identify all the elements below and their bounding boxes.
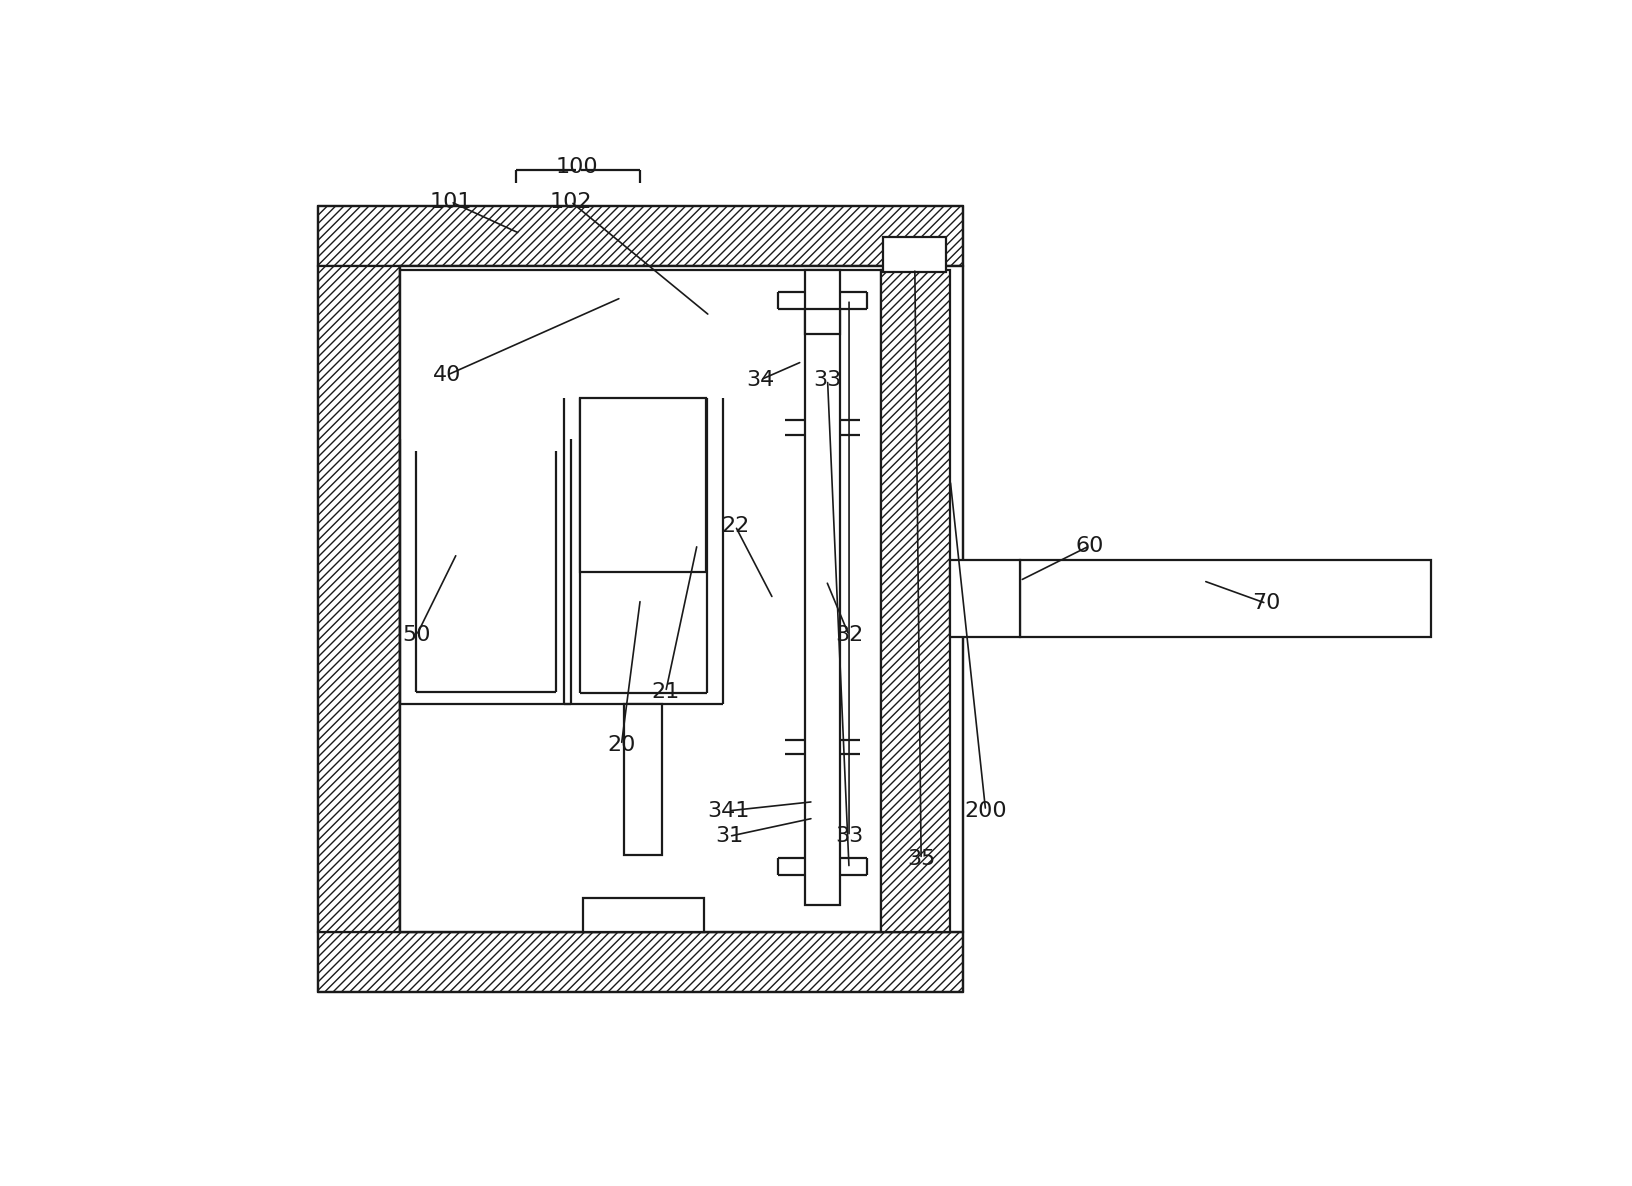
Text: 33: 33 xyxy=(813,370,842,390)
Bar xyxy=(400,266,963,932)
Text: 20: 20 xyxy=(607,735,635,755)
Bar xyxy=(623,704,663,855)
Bar xyxy=(883,237,947,272)
Text: 31: 31 xyxy=(715,827,743,847)
Text: 100: 100 xyxy=(557,157,599,177)
Text: 35: 35 xyxy=(907,849,935,869)
Bar xyxy=(584,898,703,932)
Text: 102: 102 xyxy=(550,192,592,211)
Text: 70: 70 xyxy=(1252,593,1281,613)
Text: 33: 33 xyxy=(836,827,863,847)
Bar xyxy=(579,398,707,572)
Text: 60: 60 xyxy=(1075,536,1103,556)
Text: 50: 50 xyxy=(401,625,431,645)
Text: 22: 22 xyxy=(721,516,749,536)
Text: 200: 200 xyxy=(965,801,1007,821)
Bar xyxy=(805,270,840,905)
Bar xyxy=(318,206,963,266)
Text: 21: 21 xyxy=(651,682,681,702)
Text: 32: 32 xyxy=(836,625,863,645)
Bar xyxy=(805,308,840,334)
Bar xyxy=(400,270,881,932)
Bar xyxy=(318,266,400,932)
Text: 34: 34 xyxy=(746,370,775,390)
Bar xyxy=(881,270,950,932)
Text: 101: 101 xyxy=(429,192,472,211)
Bar xyxy=(950,560,1020,637)
Text: 40: 40 xyxy=(432,365,460,385)
Bar xyxy=(1020,560,1431,637)
Bar xyxy=(318,932,963,991)
Text: 341: 341 xyxy=(708,801,751,821)
